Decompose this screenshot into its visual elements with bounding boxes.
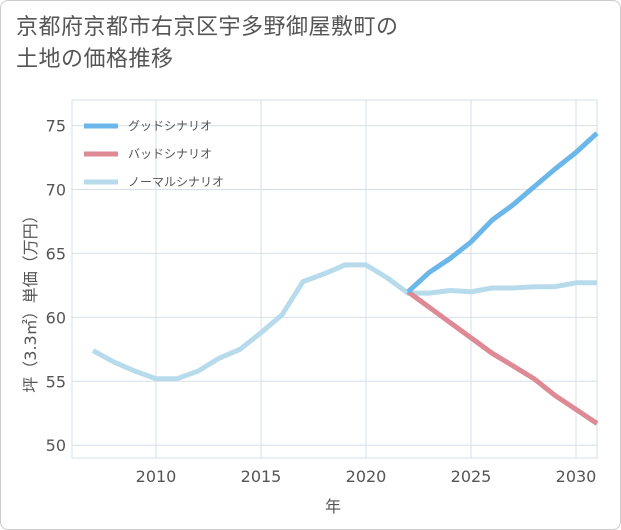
y-tick-label-75: 75 <box>46 117 66 136</box>
series-lines <box>91 131 599 426</box>
tick-labels: 2010 2015 2020 2025 2030 50 55 60 65 70 75 <box>46 117 597 486</box>
y-tick-label-55: 55 <box>46 372 66 391</box>
plot-area-border <box>71 99 598 459</box>
x-axis-label: 年 <box>325 497 341 516</box>
x-tick-label-2010: 2010 <box>136 467 177 486</box>
legend-label-bad: バッドシナリオ <box>128 147 212 161</box>
x-tick-label-2020: 2020 <box>346 467 387 486</box>
x-tick-label-2015: 2015 <box>241 467 282 486</box>
series-line-bad <box>406 289 599 426</box>
chart-title-line-1: 京都府京都市右京区宇多野御屋敷町の <box>16 15 399 40</box>
series-line-good <box>406 131 599 294</box>
y-tick-label-70: 70 <box>46 181 66 200</box>
y-tick-label-65: 65 <box>46 244 66 263</box>
chart-title: 京都府京都市右京区宇多野御屋敷町の 土地の価格推移 <box>16 12 576 76</box>
grid-lines <box>71 99 598 459</box>
legend-label-good: グッドシナリオ <box>128 119 212 133</box>
legend-label-normal: ノーマルシナリオ <box>128 175 224 189</box>
x-tick-label-2030: 2030 <box>556 467 597 486</box>
series-line-normal <box>91 262 597 382</box>
y-tick-label-50: 50 <box>46 436 66 455</box>
chart-title-line-2: 土地の価格推移 <box>16 47 174 72</box>
y-axis-label: 坪（3.3㎡）単価（万円） <box>21 207 40 392</box>
x-tick-label-2025: 2025 <box>451 467 492 486</box>
y-tick-label-60: 60 <box>46 308 66 327</box>
